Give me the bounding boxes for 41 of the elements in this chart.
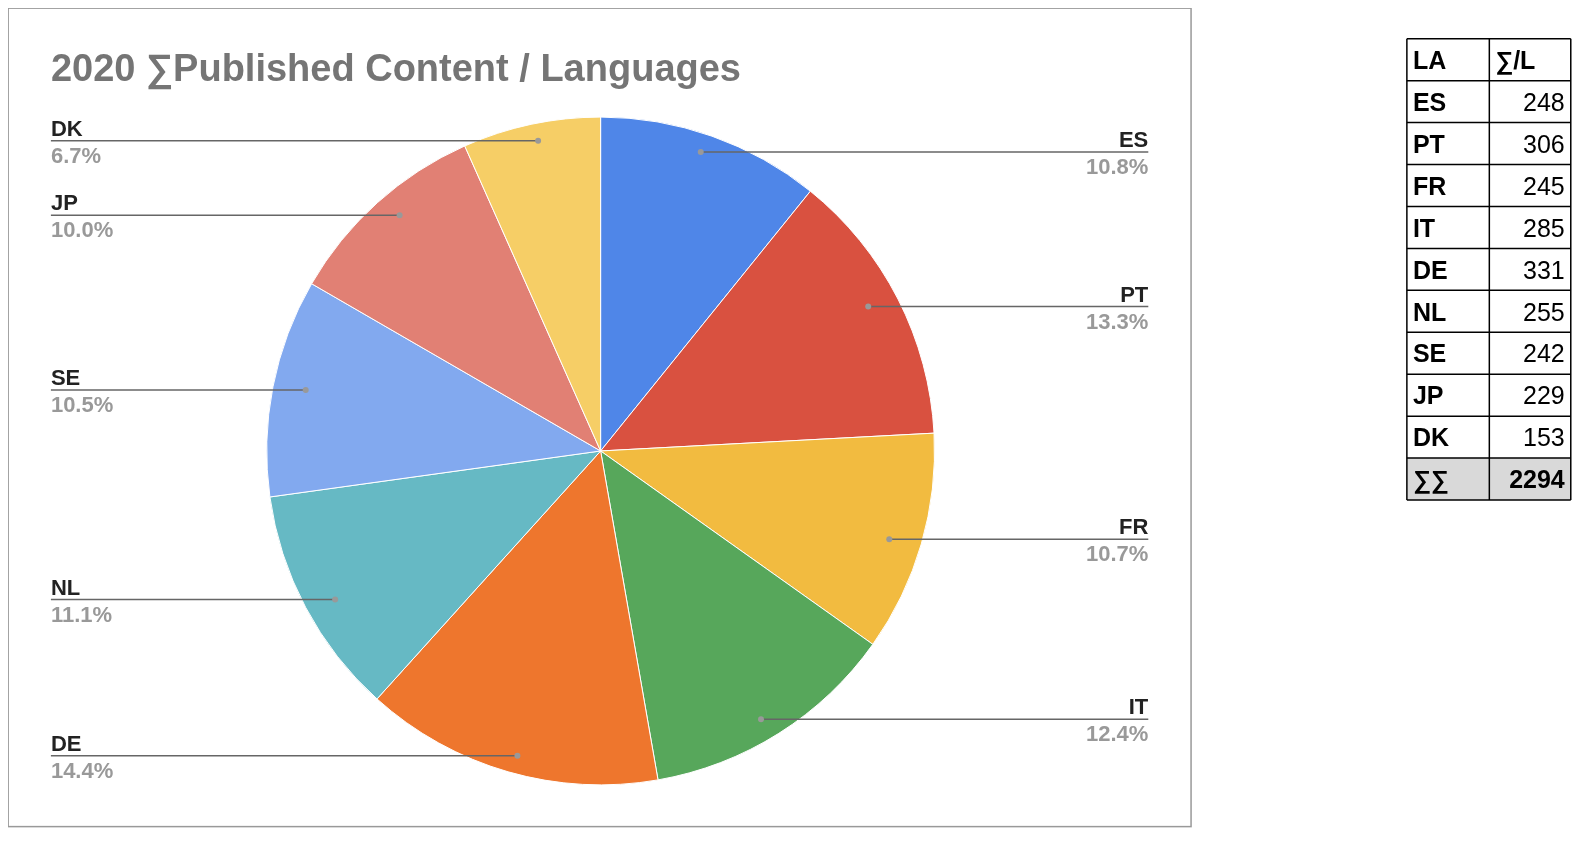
slice-label: FR xyxy=(1118,514,1149,540)
slice-label: DK xyxy=(50,115,83,141)
text: LA xyxy=(1412,45,1447,74)
slice-label: IT xyxy=(1128,694,1149,720)
text: ∑/L xyxy=(1495,45,1536,75)
data-label: 12.4% xyxy=(1085,721,1149,747)
data-label: 10.5% xyxy=(50,392,114,418)
category-label: DK xyxy=(1412,423,1449,452)
text: 2294 xyxy=(1509,465,1565,494)
text: 285 xyxy=(1523,213,1565,242)
text: 331 xyxy=(1523,255,1565,284)
text: 255 xyxy=(1523,297,1565,326)
slice-label: NL xyxy=(50,574,81,600)
text: 242 xyxy=(1523,339,1565,368)
text: ∑∑ xyxy=(1412,465,1449,495)
slice-label: SE xyxy=(50,365,81,391)
text: 153 xyxy=(1523,423,1565,452)
category-label: PT xyxy=(1412,129,1445,158)
category-label: ES xyxy=(1412,87,1447,116)
slice-label: ES xyxy=(1118,126,1149,152)
text: 229 xyxy=(1523,381,1565,410)
data-label: 6.7% xyxy=(50,142,102,168)
text: 248 xyxy=(1523,87,1565,116)
chart-title: 2020 ∑Published Content / Languages xyxy=(50,47,742,91)
category-label: DE xyxy=(1412,255,1448,284)
data-label: 10.7% xyxy=(1085,541,1149,567)
text: 306 xyxy=(1523,129,1565,158)
data-label: 10.8% xyxy=(1085,153,1149,179)
data-label: 13.3% xyxy=(1085,308,1149,334)
category-label: IT xyxy=(1412,213,1436,242)
category-label: NL xyxy=(1412,297,1447,326)
slice-label: DE xyxy=(50,730,82,756)
category-label: FR xyxy=(1412,171,1447,200)
category-label: SE xyxy=(1412,339,1447,368)
text: 245 xyxy=(1523,171,1565,200)
data-label: 11.1% xyxy=(50,601,113,627)
slice-label: PT xyxy=(1120,281,1149,307)
category-label: JP xyxy=(1412,381,1444,410)
data-label: 14.4% xyxy=(50,757,114,783)
slice-label: JP xyxy=(50,190,78,216)
data-label: 10.0% xyxy=(50,217,114,243)
